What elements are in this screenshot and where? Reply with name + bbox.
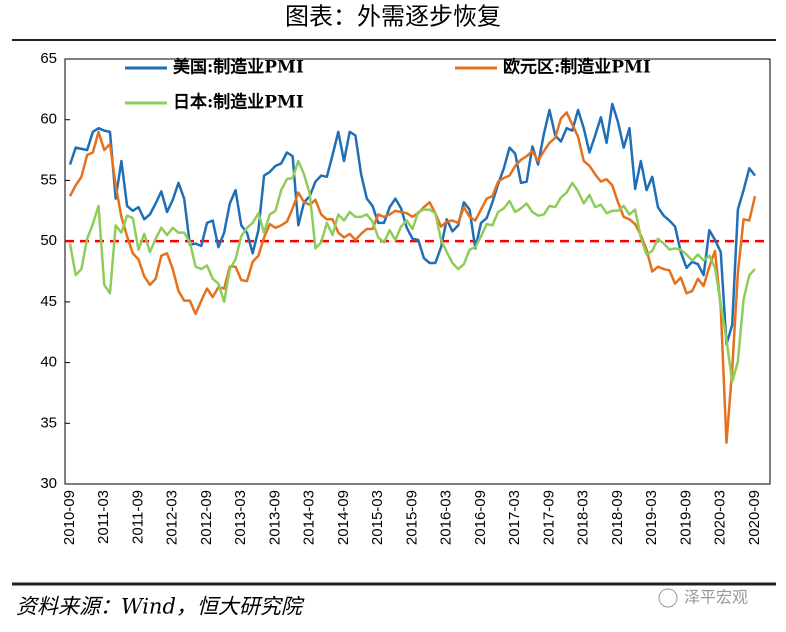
x-tick-label: 2012-09: [198, 490, 215, 545]
plot-frame: [64, 58, 771, 485]
x-tick-label: 2016-09: [472, 490, 489, 545]
y-tick-label: 30: [40, 475, 57, 492]
line-series: [68, 159, 756, 384]
legend-label: 美国:制造业PMI: [173, 57, 304, 78]
x-tick-label: 2014-03: [301, 490, 318, 545]
x-tick-label: 2016-03: [438, 490, 455, 545]
x-tick-label: 2017-09: [540, 490, 557, 545]
chart-title: 图表：外需逐步恢复: [285, 3, 501, 31]
watermark: 泽平宏观: [684, 588, 748, 607]
x-tick-label: 2019-03: [643, 490, 660, 545]
y-tick-label: 60: [40, 111, 57, 128]
x-tick-label: 2011-09: [129, 490, 146, 544]
x-tick-label: 2011-03: [95, 490, 112, 544]
x-tick-label: 2010-09: [61, 490, 78, 545]
y-tick-label: 55: [40, 171, 57, 188]
x-tick-label: 2018-09: [609, 490, 626, 545]
line-series: [68, 102, 756, 346]
watermark-icon: [658, 588, 678, 608]
x-tick-label: 2018-03: [575, 490, 592, 545]
legend-label: 欧元区:制造业PMI: [503, 57, 651, 78]
x-tick-label: 2013-09: [266, 490, 283, 545]
y-tick-label: 35: [40, 414, 57, 431]
x-tick-label: 2017-03: [506, 490, 523, 545]
y-tick-label: 65: [40, 50, 57, 67]
x-tick-label: 2012-03: [164, 490, 181, 545]
y-tick-label: 45: [40, 293, 57, 310]
x-tick-label: 2013-03: [232, 490, 249, 545]
x-tick-label: 2019-09: [677, 490, 694, 545]
source: 资料来源：Wind，恒大研究院: [16, 595, 305, 619]
x-tick-label: 2014-09: [335, 490, 352, 545]
legend-label: 日本:制造业PMI: [173, 92, 304, 113]
x-tick-label: 2020-09: [746, 490, 763, 545]
x-tick-label: 2015-03: [369, 490, 386, 545]
line-series: [68, 111, 757, 444]
x-tick-label: 2015-09: [403, 490, 420, 545]
y-tick-label: 50: [40, 232, 57, 249]
x-tick-label: 2020-03: [712, 490, 729, 545]
y-tick-label: 40: [40, 354, 57, 371]
